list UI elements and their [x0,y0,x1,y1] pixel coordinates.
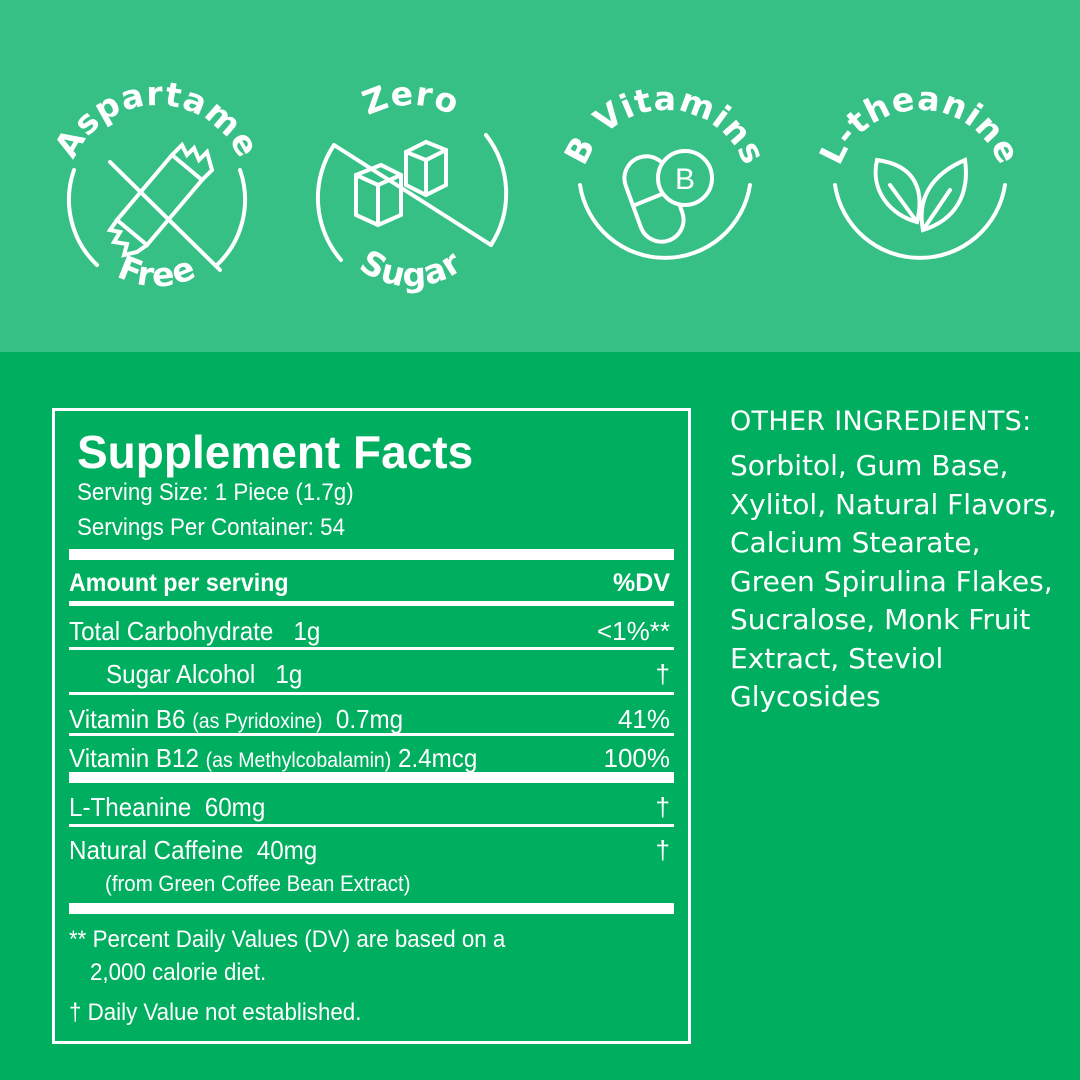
svg-text:B Vitamins: B Vitamins [556,79,773,171]
leaves-icon [873,157,968,233]
other-ingredients: OTHER INGREDIENTS: Sorbitol, Gum Base, X… [730,406,1060,717]
row-natural-caffeine: Natural Caffeine 40mg [69,835,318,865]
facts-title: Supplement Facts [77,426,474,478]
dv-natural-caffeine: † [655,835,670,865]
other-ingredients-list: Sorbitol, Gum Base, Xylitol, Natural Fla… [730,449,1057,713]
divider [69,549,674,560]
caffeine-source: (from Green Coffee Bean Extract) [105,871,411,896]
divider [69,903,674,914]
crossed-out-candy-icon [106,141,222,272]
other-ingredients-heading: OTHER INGREDIENTS: [730,406,1032,437]
servings-per-container: Servings Per Container: 54 [77,514,345,541]
dv-total-carbohydrate: <1%** [597,616,670,646]
row-sugar-alcohol: Sugar Alcohol 1g [106,659,303,689]
footnote-daily-values: ** Percent Daily Values (DV) are based o… [69,926,506,953]
badge-b-vitamins: B Vitamins B [550,79,780,310]
divider [69,772,674,783]
badge-zero-sugar: Zero Sugar [296,73,526,310]
footnote-daily-values-cont: 2,000 calorie diet. [90,959,267,986]
divider [69,692,674,695]
crossed-out-sugar-cubes-icon [332,139,493,247]
svg-text:L-theanine: L-theanine [811,78,1028,170]
dv-vitamin-b12: 100% [603,743,671,773]
svg-text:Aspartame: Aspartame [47,74,268,164]
divider [69,601,674,606]
dv-l-theanine: † [655,792,670,822]
badges-band: Aspartame Free Zero Sugar B Vitamins B L… [0,0,1080,352]
header-amount: Amount per serving [69,569,289,597]
header-dv: %DV [613,569,670,597]
divider [69,647,674,650]
row-vitamin-b6: Vitamin B6 (as Pyridoxine) 0.7mg [69,704,404,734]
footnote-dagger: † Daily Value not established. [69,999,362,1026]
vitamin-b-capsule-icon: B [622,149,714,244]
row-vitamin-b12: Vitamin B12 (as Methylcobalamin) 2.4mcg [69,743,478,773]
dv-sugar-alcohol: † [655,659,670,689]
svg-text:B: B [675,163,695,196]
badge-l-theanine: L-theanine [805,78,1035,310]
supplement-facts-panel: Supplement Facts Serving Size: 1 Piece (… [52,408,691,1044]
svg-text:Sugar: Sugar [353,242,468,295]
serving-size: Serving Size: 1 Piece (1.7g) [77,479,354,506]
badge-aspartame-free: Aspartame Free [42,74,272,310]
divider [69,733,674,736]
row-total-carbohydrate: Total Carbohydrate 1g [69,616,321,646]
dv-vitamin-b6: 41% [617,704,670,734]
row-l-theanine: L-Theanine 60mg [69,792,266,822]
divider [69,824,674,827]
svg-text:Zero: Zero [357,73,465,122]
